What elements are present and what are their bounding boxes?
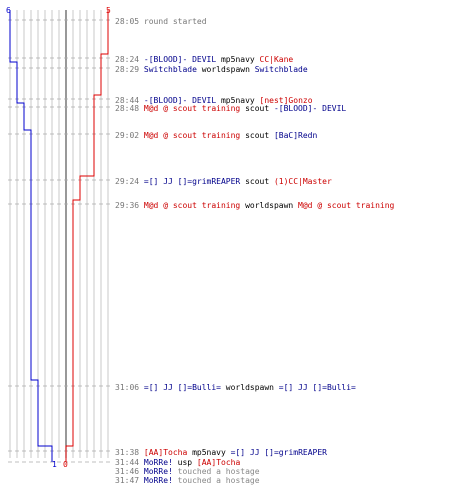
blue-start-count: 1 [52, 460, 57, 469]
event-text-part: touched a hostage [172, 467, 260, 476]
event-row: 31:44 MoRRe! usp [AA]Tocha [115, 457, 240, 468]
event-text-part: -[BLOOD]- DEVIL [273, 104, 347, 113]
event-time: 28:44 [115, 96, 140, 105]
event-row: 29:36 M@d @ scout training worldspawn M@… [115, 200, 394, 211]
event-text-part: [nest]Gonzo [259, 96, 313, 105]
event-text-part: [AA]Tocha [143, 448, 188, 457]
event-time: 28:29 [115, 65, 140, 74]
event-text-part: =[] JJ []=grimREAPER [143, 177, 241, 186]
event-row: 31:38 [AA]Tocha mp5navy =[] JJ []=grimRE… [115, 447, 327, 458]
event-text-part: mp5navy [216, 96, 260, 105]
event-row: 28:05 round started [115, 16, 207, 27]
event-row: 31:46 MoRRe! touched a hostage [115, 466, 260, 477]
event-dashes [8, 19, 113, 463]
event-time: 29:24 [115, 177, 140, 186]
event-time: 31:47 [115, 476, 140, 485]
event-text-part: [AA]Tocha [196, 458, 241, 467]
red-final-count: 5 [106, 6, 111, 15]
event-row: 31:47 MoRRe! touched a hostage [115, 475, 260, 486]
event-text-part: (1)CC|Master [273, 177, 332, 186]
event-text-part: worldspawn [196, 65, 255, 74]
event-text-part: M@d @ scout training [143, 131, 241, 140]
event-text-part: scout [240, 104, 274, 113]
blue-team-alive-line [9, 10, 53, 462]
player-count-graph: 6 5 1 0 [6, 6, 113, 469]
event-time: 31:38 [115, 448, 140, 457]
event-text-part: CC|Kane [259, 55, 294, 64]
graph-grid [9, 10, 109, 458]
event-time: 31:46 [115, 467, 140, 476]
red-start-count: 0 [63, 460, 68, 469]
event-text-part: =[] JJ []=grimREAPER [230, 448, 327, 457]
event-time: 31:06 [115, 383, 140, 392]
event-text-part: M@d @ scout training [143, 201, 241, 210]
event-text-part: touched a hostage [172, 476, 260, 485]
event-text-part: M@d @ scout training [298, 201, 395, 210]
event-text-part: -[BLOOD]- DEVIL [143, 96, 217, 105]
event-time: 29:02 [115, 131, 140, 140]
event-row: 28:48 M@d @ scout training scout -[BLOOD… [115, 103, 346, 114]
event-row: 28:44 -[BLOOD]- DEVIL mp5navy [nest]Gonz… [115, 95, 313, 106]
event-row: 31:06 =[] JJ []=Bulli= worldspawn =[] JJ… [115, 382, 356, 393]
event-text-part: MoRRe! [143, 458, 173, 467]
event-text-part: worldspawn [220, 383, 279, 392]
event-text-part: round started [143, 17, 207, 26]
event-text-part: Switchblade [143, 65, 197, 74]
event-text-part: M@d @ scout training [143, 104, 241, 113]
event-time: 28:24 [115, 55, 140, 64]
event-time: 28:05 [115, 17, 140, 26]
event-text-part: =[] JJ []=Bulli= [278, 383, 356, 392]
event-text-part: scout [240, 177, 274, 186]
event-text-part: =[] JJ []=Bulli= [143, 383, 221, 392]
event-time: 31:44 [115, 458, 140, 467]
event-row: 29:24 =[] JJ []=grimREAPER scout (1)CC|M… [115, 176, 332, 187]
event-text-part: mp5navy [216, 55, 260, 64]
red-team-alive-line [65, 10, 109, 462]
event-text-part: Switchblade [254, 65, 308, 74]
event-text-part: [BaC]Redn [273, 131, 318, 140]
event-text-part: scout [240, 131, 274, 140]
event-text-part: MoRRe! [143, 467, 173, 476]
event-text-part: mp5navy [187, 448, 231, 457]
event-row: 29:02 M@d @ scout training scout [BaC]Re… [115, 130, 317, 141]
event-row: 28:24 -[BLOOD]- DEVIL mp5navy CC|Kane [115, 54, 293, 65]
blue-final-count: 6 [6, 6, 11, 15]
event-text-part: usp [172, 458, 197, 467]
event-text-part: -[BLOOD]- DEVIL [143, 55, 217, 64]
event-time: 29:36 [115, 201, 140, 210]
event-time: 28:48 [115, 104, 140, 113]
event-row: 28:29 Switchblade worldspawn Switchblade [115, 64, 308, 75]
event-text-part: MoRRe! [143, 476, 173, 485]
event-text-part: worldspawn [240, 201, 299, 210]
